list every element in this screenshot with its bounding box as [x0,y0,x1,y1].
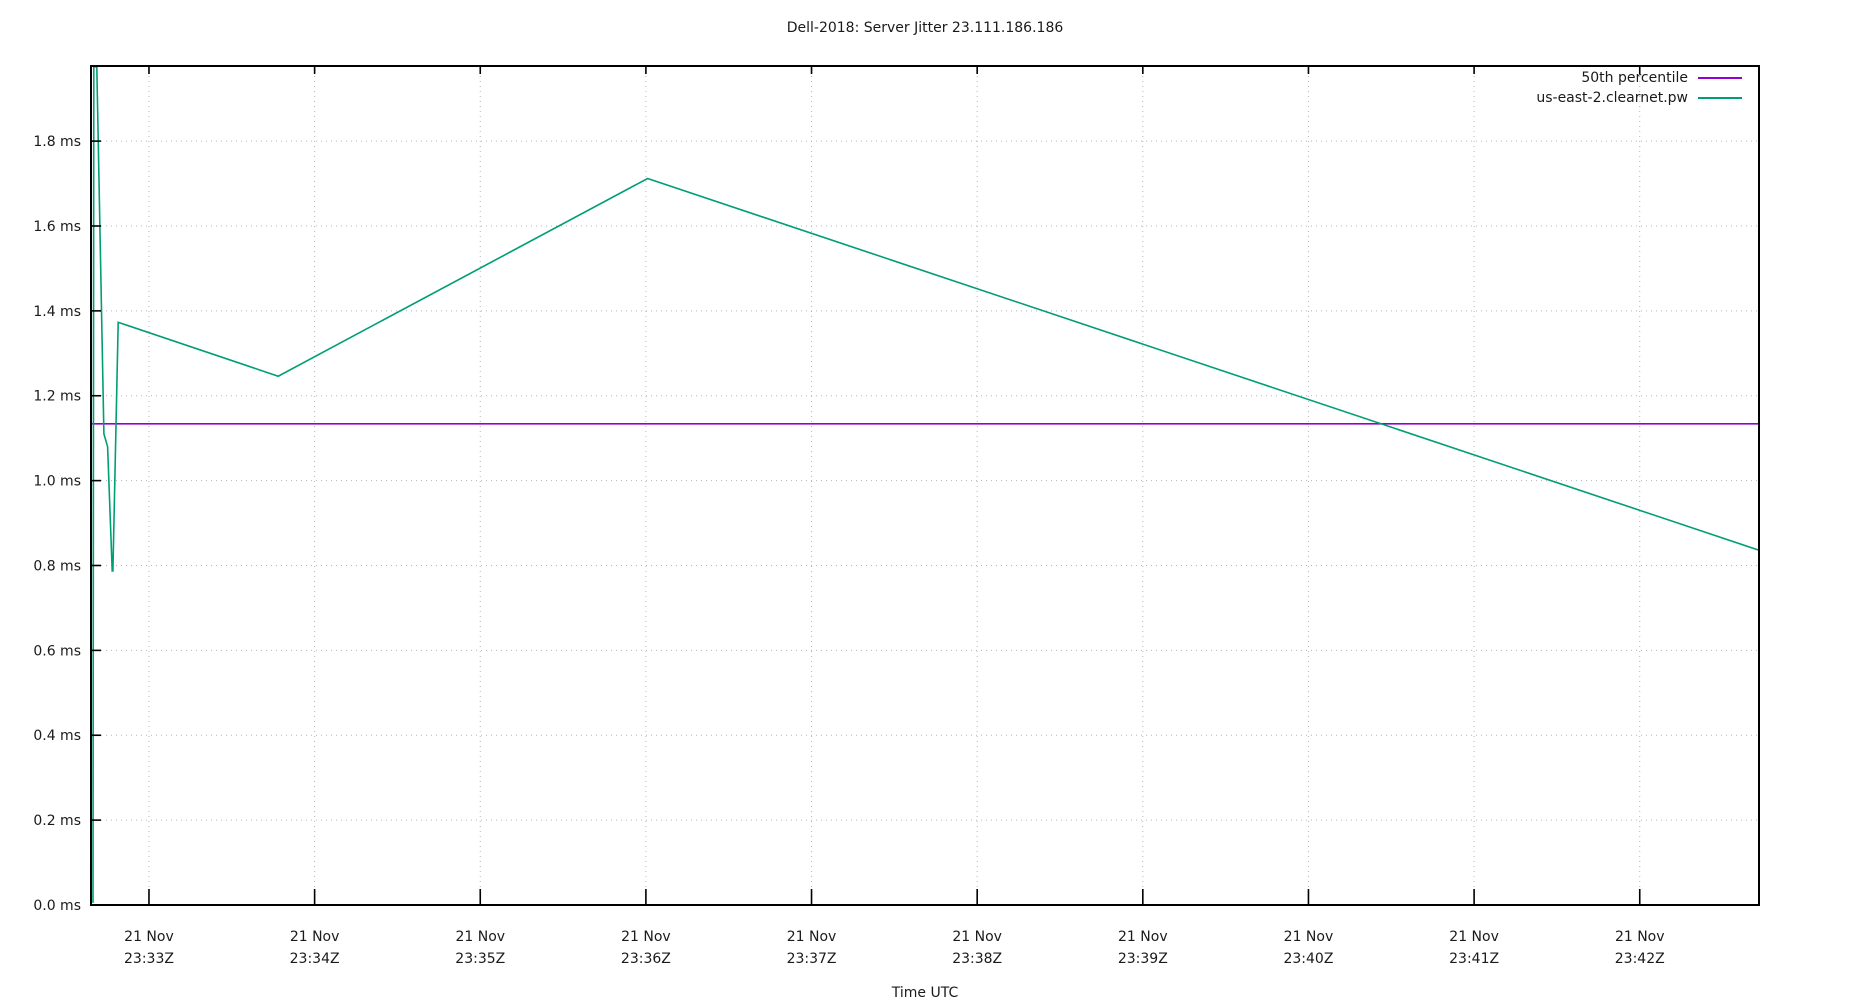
legend-line-sample-us-east-2 [1698,97,1742,99]
x-tick-label-date: 21 Nov [455,929,505,945]
y-tick-label: 0.6 ms [33,643,81,659]
x-tick-label-date: 21 Nov [1449,929,1499,945]
x-tick-label-time: 23:41Z [1449,951,1499,967]
chart-title: Dell-2018: Server Jitter 23.111.186.186 [786,20,1064,36]
legend-label-50th-percentile: 50th percentile [1581,70,1688,86]
y-tick-label: 1.8 ms [33,134,81,150]
y-tick-label: 1.4 ms [33,304,81,320]
x-tick-label-date: 21 Nov [290,929,340,945]
x-tick-label-date: 21 Nov [1615,929,1665,945]
legend-entry-us-east-2: us-east-2.clearnet.pw [1536,88,1742,108]
x-tick-label-date: 21 Nov [1284,929,1334,945]
x-tick-label-time: 23:37Z [787,951,837,967]
x-tick-label-time: 23:35Z [455,951,505,967]
legend: 50th percentile us-east-2.clearnet.pw [1536,68,1742,108]
x-tick-label-date: 21 Nov [1118,929,1168,945]
x-tick-label-date: 21 Nov [787,929,837,945]
y-tick-label: 1.6 ms [33,219,81,235]
x-tick-label-time: 23:34Z [290,951,340,967]
y-tick-label: 0.0 ms [33,898,81,914]
y-tick-label: 0.8 ms [33,558,81,574]
x-tick-label-time: 23:33Z [124,951,174,967]
x-tick-label-time: 23:40Z [1283,951,1333,967]
legend-line-sample-50th-percentile [1698,77,1742,79]
legend-entry-50th-percentile: 50th percentile [1536,68,1742,88]
x-tick-label-date: 21 Nov [124,929,174,945]
x-tick-label-time: 23:39Z [1118,951,1168,967]
x-tick-label-time: 23:38Z [952,951,1002,967]
y-tick-label: 0.4 ms [33,728,81,744]
legend-label-us-east-2: us-east-2.clearnet.pw [1536,90,1688,106]
series-line-1 [92,66,1759,903]
y-tick-label: 1.0 ms [33,474,81,490]
x-tick-label-time: 23:36Z [621,951,671,967]
y-tick-label: 1.2 ms [33,389,81,405]
x-axis-label: Time UTC [891,985,959,1000]
x-tick-label-date: 21 Nov [952,929,1002,945]
x-tick-label-time: 23:42Z [1615,951,1665,967]
x-tick-label-date: 21 Nov [621,929,671,945]
y-tick-label: 0.2 ms [33,813,81,829]
